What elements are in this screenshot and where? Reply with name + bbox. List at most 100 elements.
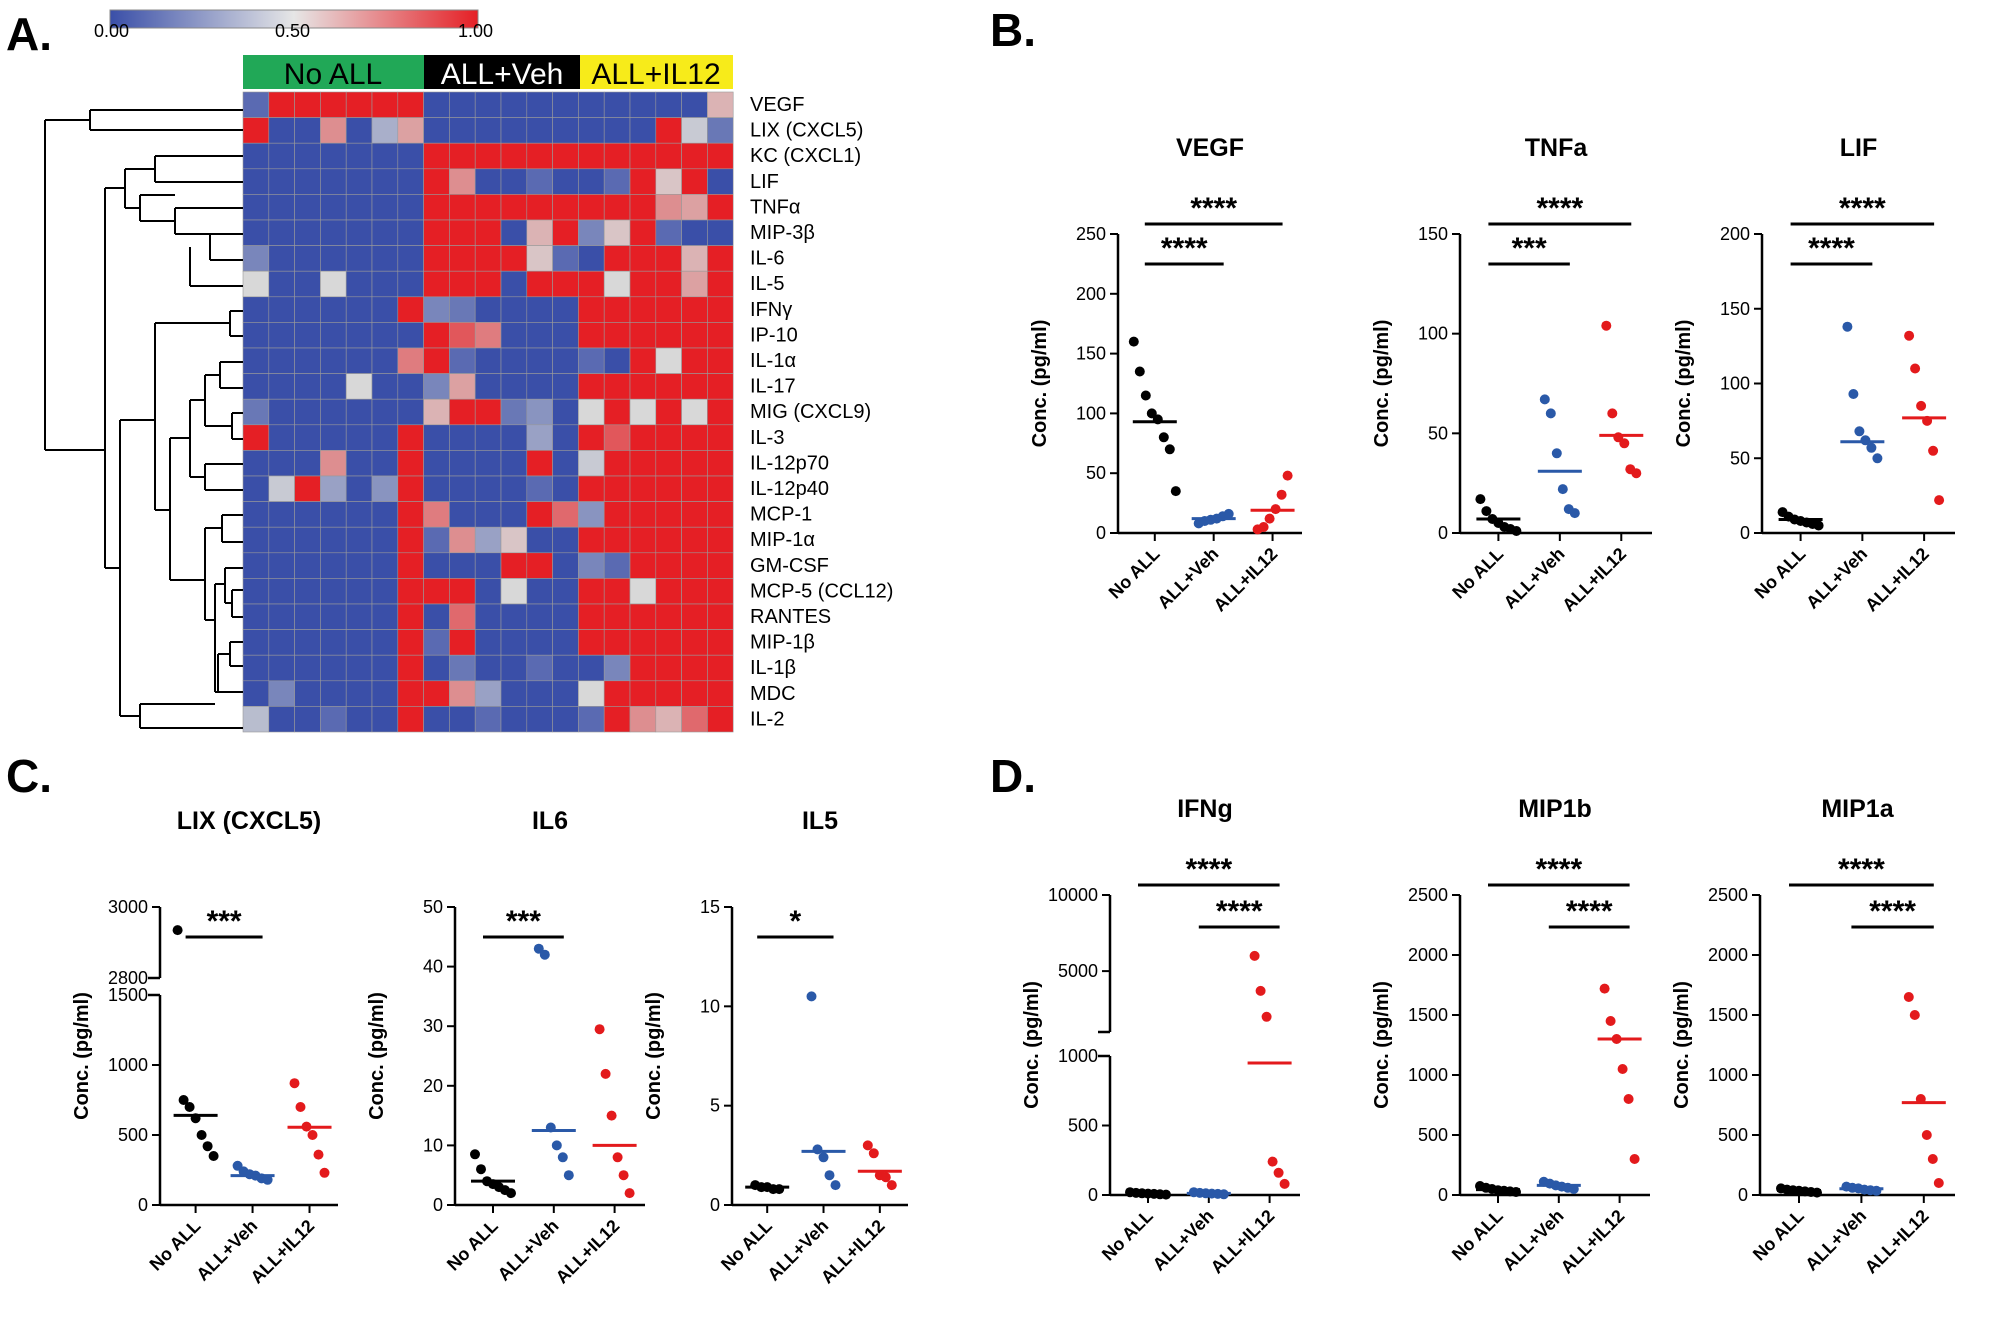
heatmap-cell — [294, 373, 321, 400]
heatmap-cell — [526, 373, 553, 400]
heatmap-cell — [629, 347, 657, 374]
heatmap-cell — [707, 475, 734, 502]
heatmap-cell — [423, 322, 450, 349]
heatmap-cell — [320, 706, 347, 733]
data-point — [196, 1130, 207, 1140]
heatmap-cell — [603, 629, 631, 656]
heatmap-cell — [397, 142, 424, 170]
heatmap-cell — [578, 296, 605, 323]
heatmap-cell — [603, 117, 631, 144]
heatmap-cell — [449, 629, 476, 656]
panel-title: LIF — [1840, 134, 1878, 162]
heatmap-cell — [500, 296, 528, 323]
heatmap-cell — [320, 526, 347, 554]
heatmap-cell — [345, 322, 373, 349]
y-tick-label: 10 — [423, 1135, 443, 1155]
heatmap-cell — [397, 398, 424, 426]
heatmap-row-label: IL-5 — [750, 273, 784, 295]
heatmap-cell — [629, 194, 657, 221]
heatmap-cell — [603, 424, 631, 451]
data-point — [1276, 489, 1287, 500]
heatmap-cell — [603, 91, 631, 118]
heatmap-cell — [578, 680, 605, 707]
data-point — [1607, 408, 1618, 419]
heatmap-cell — [294, 706, 321, 733]
heatmap-cell — [345, 578, 373, 605]
heatmap-cell — [578, 552, 605, 579]
colorbar-tick-mid: 0.50 — [275, 21, 310, 41]
heatmap-cell — [578, 526, 605, 554]
data-point — [1916, 400, 1927, 411]
heatmap-row-label: IL-17 — [750, 376, 796, 398]
heatmap-row-label: IFNγ — [750, 299, 792, 321]
heatmap-cell — [655, 117, 682, 144]
x-category-label: No ALL — [443, 1216, 502, 1275]
heatmap-cell — [707, 552, 734, 579]
heatmap-cell — [603, 194, 631, 221]
heatmap-cell — [603, 270, 631, 298]
data-point — [1872, 453, 1883, 464]
heatmap-cell — [681, 552, 708, 579]
heatmap-cell — [242, 322, 270, 349]
heatmap-cell — [552, 424, 579, 451]
heatmap-cell — [242, 424, 270, 451]
heatmap-cell — [268, 654, 295, 682]
heatmap-cell — [552, 347, 579, 374]
data-point — [1629, 1154, 1640, 1164]
heatmap-cell — [526, 245, 553, 272]
heatmap-cell — [242, 296, 270, 323]
heatmap-cell — [526, 475, 553, 502]
data-point — [1273, 1167, 1284, 1178]
heatmap-cell — [423, 296, 450, 323]
y-tick-label: 100 — [1720, 374, 1750, 394]
heatmap-cell — [681, 373, 708, 400]
heatmap-cell — [268, 578, 295, 605]
heatmap-cell — [500, 194, 528, 221]
heatmap-row-label: MIP-3β — [750, 222, 815, 244]
panel-vegf: VEGF Conc. (pg/ml) 0 50 100 150 200 250 No ALL AL… — [1029, 134, 1302, 615]
heatmap-cell — [449, 347, 476, 374]
x-category-label: ALL+IL12 — [1207, 1206, 1279, 1278]
y-axis-label: Conc. (pg/ml) — [1021, 981, 1043, 1109]
heatmap-cell — [629, 398, 657, 426]
heatmap-cell — [526, 219, 553, 246]
heatmap-cell — [655, 347, 682, 374]
x-category-label: No ALL — [1448, 1206, 1507, 1265]
heatmap-cell — [681, 219, 708, 246]
heatmap-cell — [268, 296, 295, 323]
heatmap-cell — [603, 526, 631, 554]
heatmap-cell — [371, 398, 399, 426]
data-point — [606, 1110, 617, 1121]
heatmap-cell — [268, 142, 295, 170]
data-point — [172, 925, 183, 936]
y-tick-label: 30 — [423, 1016, 443, 1036]
heatmap-cell — [371, 322, 399, 349]
heatmap-cell — [423, 424, 450, 451]
heatmap-cell — [629, 603, 657, 630]
data-point — [1623, 1094, 1634, 1104]
heatmap-cell — [707, 347, 734, 374]
heatmap-cell — [371, 194, 399, 221]
heatmap-cell — [552, 526, 579, 554]
heatmap-cell — [629, 552, 657, 579]
heatmap-cell — [423, 680, 450, 707]
heatmap-cell — [423, 654, 450, 682]
heatmap-cell — [629, 117, 657, 144]
data-point — [1164, 444, 1175, 455]
heatmap-cell — [474, 552, 502, 579]
heatmap-cell — [474, 450, 502, 477]
heatmap-cell — [629, 680, 657, 707]
heatmap-cell — [707, 245, 734, 272]
x-category-label: No ALL — [1105, 544, 1164, 603]
data-point — [612, 1152, 623, 1163]
heatmap-cell — [371, 680, 399, 707]
heatmap-row-label: MIP-1α — [750, 529, 815, 551]
heatmap-cell — [320, 219, 347, 246]
heatmap-cell — [345, 629, 373, 656]
y-tick-label: 1500 — [1708, 1005, 1748, 1025]
y-tick-label: 500 — [118, 1125, 148, 1145]
heatmap-cell — [268, 680, 295, 707]
x-category-label: ALL+Veh — [1801, 1206, 1870, 1275]
heatmap-cell — [449, 296, 476, 323]
